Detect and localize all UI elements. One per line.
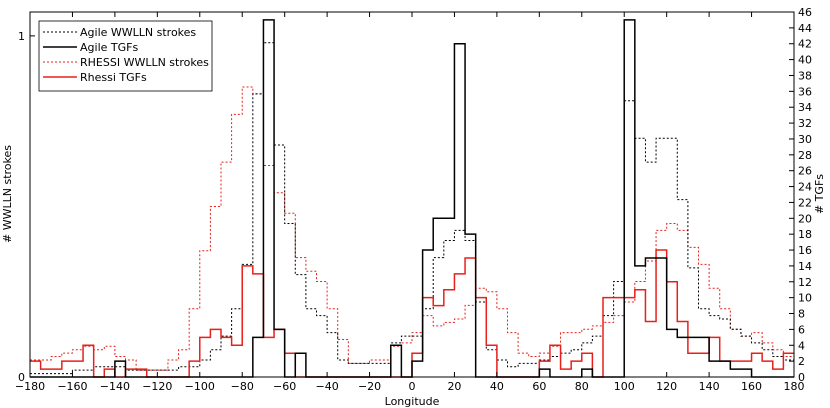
legend-label-rhessi-tgfs: Rhessi TGFs xyxy=(80,71,147,84)
y-right-tick-label: 44 xyxy=(798,22,812,35)
x-tick-label: 120 xyxy=(656,380,677,393)
x-tick-label: −180 xyxy=(15,380,45,393)
x-tick-label: −60 xyxy=(273,380,296,393)
x-tick-label: 60 xyxy=(532,380,546,393)
x-tick-label: 20 xyxy=(447,380,461,393)
legend-label-agile-tgfs: Agile TGFs xyxy=(80,41,138,54)
series-agile-wwlln-strokes xyxy=(30,42,794,375)
y-right-tick-label: 34 xyxy=(798,101,812,114)
y-right-tick-label: 14 xyxy=(798,260,812,273)
x-tick-label: 140 xyxy=(699,380,720,393)
x-tick-label: 80 xyxy=(575,380,589,393)
x-tick-label: −20 xyxy=(358,380,381,393)
x-tick-label: 100 xyxy=(614,380,635,393)
y-right-tick-label: 2 xyxy=(798,355,805,368)
y-right-tick-label: 46 xyxy=(798,6,812,19)
y-axis-right-title: # TGFs xyxy=(813,174,826,214)
x-tick-label: 180 xyxy=(784,380,805,393)
y-right-tick-label: 26 xyxy=(798,165,812,178)
x-tick-label: −80 xyxy=(231,380,254,393)
legend-label-rhessi-wwlln: RHESSI WWLLN strokes xyxy=(80,56,209,69)
y-right-tick-label: 18 xyxy=(798,228,812,241)
x-tick-label: −140 xyxy=(100,380,130,393)
y-right-tick-label: 22 xyxy=(798,196,812,209)
legend: Agile WWLLN strokes Agile TGFs RHESSI WW… xyxy=(38,20,213,92)
tick-layer: −180 −160 −140 −120 −100 −80 −60 −40 −20 0 20 40 60 8… xyxy=(15,6,812,393)
legend-label-agile-wwlln: Agile WWLLN strokes xyxy=(80,26,196,39)
y-right-tick-label: 24 xyxy=(798,181,812,194)
y-right-tick-label: 20 xyxy=(798,212,812,225)
y-left-tick-label: 1 xyxy=(18,30,25,43)
y-right-tick-label: 8 xyxy=(798,308,805,321)
y-right-tick-label: 0 xyxy=(798,371,805,384)
x-tick-label: −160 xyxy=(57,380,87,393)
legend-box xyxy=(38,20,213,92)
y-right-tick-label: 30 xyxy=(798,133,812,146)
x-tick-label: 0 xyxy=(409,380,416,393)
y-right-tick-label: 12 xyxy=(798,276,812,289)
y-right-tick-label: 42 xyxy=(798,38,812,51)
x-tick-label: 160 xyxy=(741,380,762,393)
y-right-tick-label: 4 xyxy=(798,339,805,352)
y-right-tick-label: 40 xyxy=(798,54,812,67)
x-axis-title: Longitude xyxy=(385,395,440,408)
y-axis-left-title: # WWLLN strokes xyxy=(1,145,14,243)
x-tick-label: −100 xyxy=(185,380,215,393)
y-right-tick-label: 38 xyxy=(798,69,812,82)
y-left-tick-label: 0 xyxy=(18,371,25,384)
y-right-tick-label: 6 xyxy=(798,323,805,336)
x-tick-label: −40 xyxy=(316,380,339,393)
y-right-tick-label: 10 xyxy=(798,292,812,305)
x-tick-label: 40 xyxy=(490,380,504,393)
y-right-tick-label: 32 xyxy=(798,117,812,130)
series-rhessi-wwlln-strokes xyxy=(30,86,794,371)
y-right-tick-label: 16 xyxy=(798,244,812,257)
x-tick-label: −120 xyxy=(142,380,172,393)
y-right-tick-label: 36 xyxy=(798,85,812,98)
series-rhessi-tgfs xyxy=(30,249,794,378)
y-right-tick-label: 28 xyxy=(798,149,812,162)
